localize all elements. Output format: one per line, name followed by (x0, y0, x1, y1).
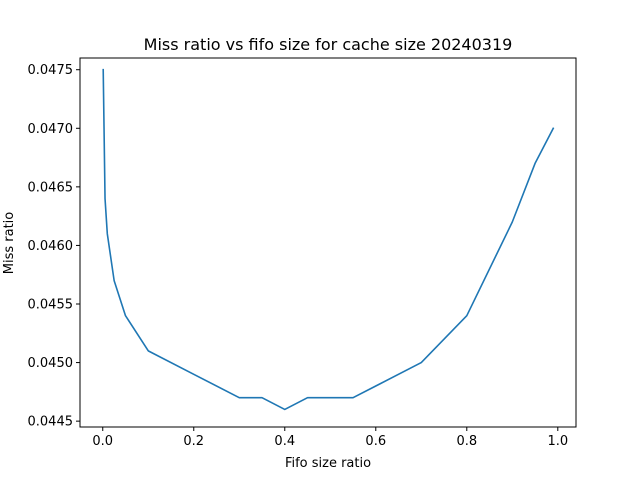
chart-title: Miss ratio vs fifo size for cache size 2… (144, 35, 513, 54)
x-tick-label: 0.6 (365, 434, 386, 449)
axes-frame (79, 57, 577, 428)
y-tick-label: 0.0455 (28, 298, 74, 313)
y-tick-label: 0.0460 (28, 239, 74, 254)
x-tick-label: 1.0 (547, 434, 568, 449)
x-tick-label: 0.8 (456, 434, 477, 449)
y-axis-title: Miss ratio (2, 212, 17, 275)
x-tick-label: 0.0 (92, 434, 113, 449)
y-tick-label: 0.0465 (28, 180, 74, 195)
x-tick-label: 0.4 (274, 434, 295, 449)
plot-area: 0.0 0.2 0.4 0.6 0.8 1.0 0.0445 0.0450 0.0455 0.04… (28, 57, 577, 449)
y-tick-label: 0.0450 (28, 356, 74, 371)
y-tick-label: 0.0475 (28, 63, 74, 78)
y-tick-label: 0.0470 (28, 122, 74, 137)
x-tick-label: 0.2 (183, 434, 204, 449)
y-tick-label: 0.0445 (28, 415, 74, 430)
series-line-0 (102, 68, 555, 411)
x-axis-title: Fifo size ratio (285, 456, 371, 471)
